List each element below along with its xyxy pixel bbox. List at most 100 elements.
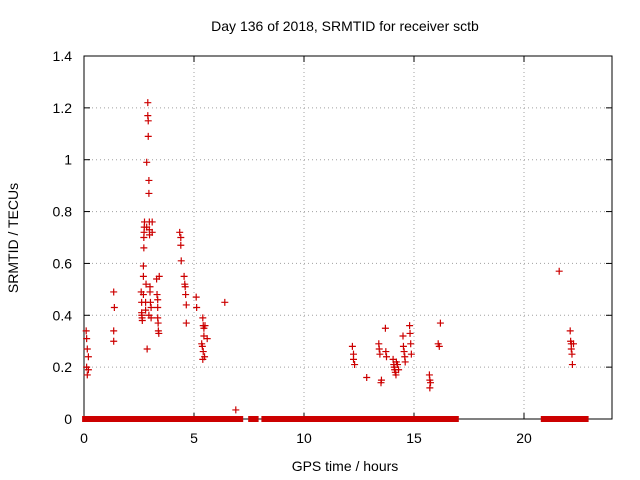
data-point <box>406 329 414 337</box>
data-point <box>201 322 209 330</box>
data-point <box>375 345 383 353</box>
y-tick-label: 1.2 <box>53 100 73 116</box>
data-point <box>110 288 118 296</box>
y-tick-label: 0.8 <box>53 204 73 220</box>
data-point <box>383 353 390 361</box>
data-point <box>382 348 390 356</box>
data-point <box>148 228 156 236</box>
data-point <box>407 350 415 358</box>
data-point <box>145 176 153 184</box>
data-point <box>406 322 414 330</box>
grid-lines <box>84 56 612 419</box>
data-point <box>139 291 147 299</box>
data-point <box>142 306 150 314</box>
data-points <box>82 99 577 414</box>
data-point <box>148 218 156 226</box>
data-point <box>83 345 91 353</box>
data-point <box>177 241 185 249</box>
data-point <box>145 311 153 319</box>
data-point <box>407 340 415 348</box>
data-point <box>363 374 371 382</box>
data-point <box>154 304 162 312</box>
data-point <box>427 379 434 387</box>
data-point <box>182 301 190 309</box>
data-point <box>350 355 357 363</box>
y-tick-label: 0 <box>64 411 72 427</box>
data-point <box>140 244 148 252</box>
zero-value-run <box>261 416 270 422</box>
zero-value-run <box>269 416 278 422</box>
data-point <box>139 272 147 280</box>
data-point <box>144 99 152 107</box>
data-point <box>203 335 211 343</box>
data-point <box>182 291 190 299</box>
data-point <box>381 324 389 332</box>
data-point <box>376 350 384 358</box>
y-tick-label: 1 <box>64 152 72 168</box>
zero-value-markers <box>82 416 589 422</box>
data-point <box>400 348 408 356</box>
zero-value-run <box>248 416 259 422</box>
data-point <box>570 340 577 348</box>
chart-title: Day 136 of 2018, SRMTID for receiver sct… <box>211 18 479 34</box>
y-tick-label: 0.4 <box>53 307 73 323</box>
data-point <box>199 348 207 356</box>
x-tick-label: 10 <box>296 430 312 446</box>
data-point <box>555 267 563 275</box>
data-point <box>399 332 407 340</box>
data-point <box>143 345 151 353</box>
zero-value-run <box>540 416 589 422</box>
data-point <box>147 304 155 312</box>
zero-value-run <box>294 416 459 422</box>
data-point <box>154 319 162 327</box>
data-point <box>566 327 574 335</box>
data-point <box>176 228 184 236</box>
data-point <box>426 384 434 392</box>
data-point <box>392 371 400 379</box>
data-point <box>155 272 163 280</box>
data-point <box>399 342 407 350</box>
data-point <box>84 353 92 361</box>
data-point <box>436 319 444 327</box>
y-axis-title: SRMTID / TECUs <box>5 183 21 293</box>
data-point <box>82 327 90 335</box>
zero-value-run <box>274 416 296 422</box>
data-point <box>401 358 409 366</box>
data-point <box>395 366 403 374</box>
data-point <box>568 361 576 369</box>
data-point <box>144 132 152 140</box>
data-point <box>144 117 152 125</box>
data-point <box>143 158 151 166</box>
data-point <box>146 288 154 296</box>
data-point <box>377 376 385 384</box>
data-point <box>348 342 356 350</box>
data-point <box>84 366 92 374</box>
y-tick-label: 0.2 <box>53 359 73 375</box>
data-point <box>83 335 91 343</box>
data-point <box>221 298 229 306</box>
data-point <box>110 337 118 345</box>
data-point <box>110 327 118 335</box>
y-tick-label: 0.6 <box>53 255 73 271</box>
data-point <box>180 272 188 280</box>
data-point <box>232 406 240 414</box>
data-point <box>435 342 443 350</box>
data-point <box>201 353 209 361</box>
data-point <box>139 262 147 270</box>
data-point <box>568 350 576 358</box>
data-point <box>192 293 200 301</box>
data-point <box>146 298 154 306</box>
data-point <box>83 371 91 379</box>
data-point <box>177 234 185 241</box>
x-tick-label: 15 <box>406 430 422 446</box>
x-tick-labels: 0 5 10 15 20 <box>80 430 532 446</box>
data-point <box>110 304 118 312</box>
data-point <box>155 329 163 337</box>
y-tick-label: 1.4 <box>53 48 73 64</box>
data-point <box>182 319 190 327</box>
data-point <box>142 280 150 288</box>
data-point <box>394 361 401 369</box>
data-point <box>567 345 575 353</box>
